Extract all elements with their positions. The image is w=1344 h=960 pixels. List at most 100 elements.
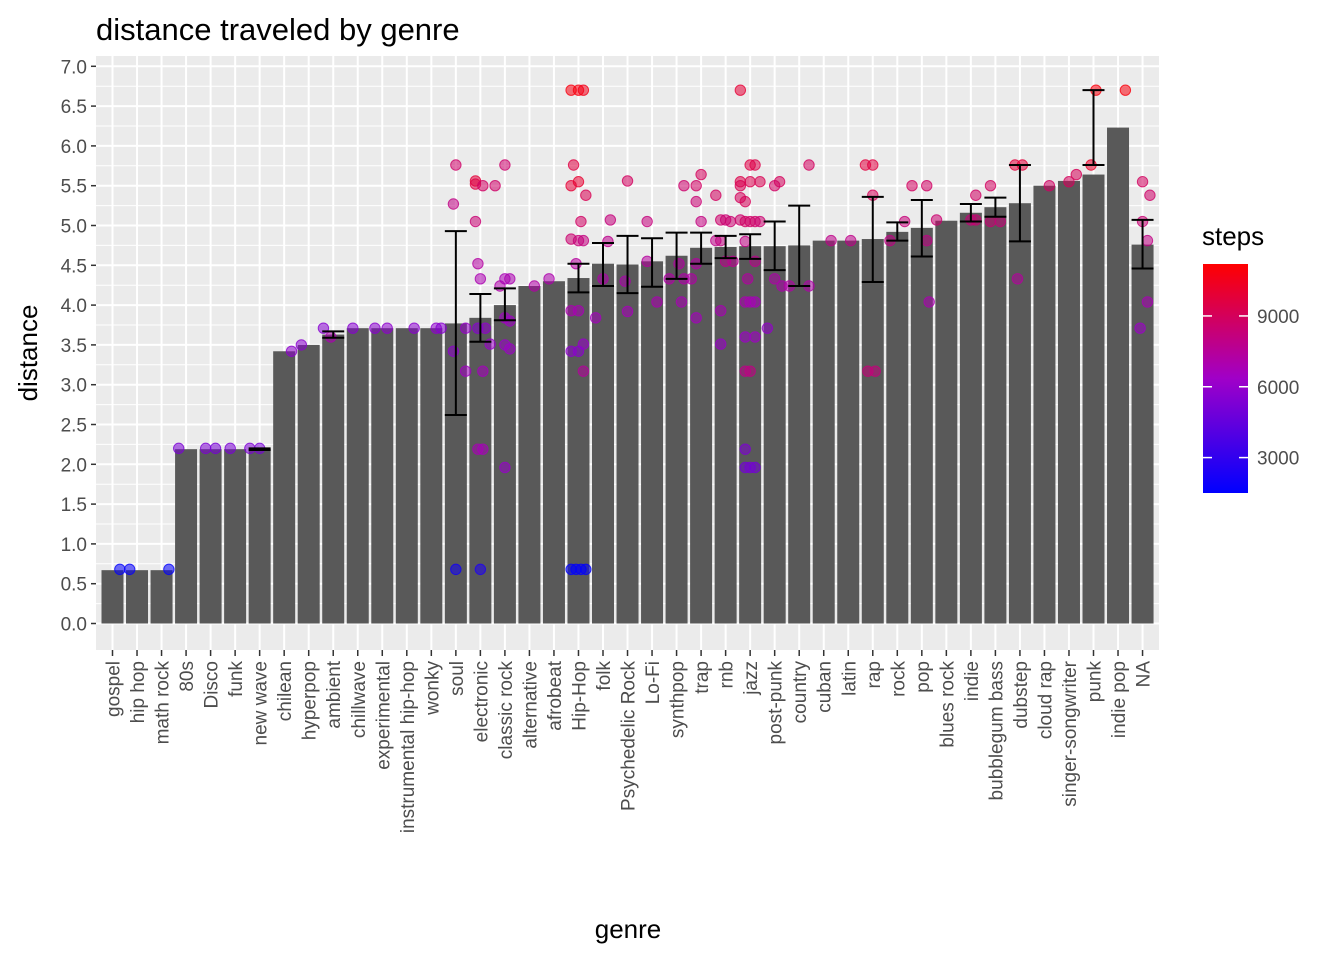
x-tick-label-funk: funk: [226, 661, 247, 697]
y-tick-label: 5.5: [61, 177, 87, 198]
point-singer-songwriter: [1070, 168, 1083, 181]
point-pop: [906, 180, 918, 192]
point-jazz: [739, 235, 751, 248]
errorbar-indie: [959, 203, 982, 223]
x-tick-label-chillwave: chillwave: [349, 661, 370, 738]
x-tick-label-singer-songwriter: singer-songwriter: [1060, 660, 1081, 806]
point-singer-songwriter: [1063, 176, 1075, 188]
point-hip-hop: [572, 176, 585, 188]
bar-chillwave: [346, 328, 369, 624]
x-tick-label-blues-rock: blues rock: [937, 661, 958, 748]
bar-rap: [861, 239, 884, 624]
point-rnb: [724, 215, 737, 228]
point-synthpop: [673, 258, 685, 270]
point-indie: [970, 189, 982, 201]
bar-singer-songwriter: [1057, 180, 1080, 624]
bar-funk: [224, 449, 247, 624]
point-hip-hop: [572, 345, 585, 357]
point-bubblegum-bass: [984, 180, 997, 192]
bar-punk: [1082, 174, 1105, 624]
point-electronic: [477, 443, 489, 455]
point-hip-hop: [123, 563, 136, 576]
errorbar-lo-fi: [641, 237, 664, 288]
point-80s: [173, 442, 185, 455]
y-tick-label: 2.0: [61, 455, 87, 476]
point-electronic: [479, 322, 491, 334]
point-math-rock: [163, 563, 175, 576]
errorbar-hip-hop: [567, 262, 590, 294]
point-jazz: [754, 215, 766, 228]
point-jazz: [744, 365, 756, 377]
x-axis: gospel hip hop math rock 80s Disco funk new wa…: [104, 650, 1155, 833]
x-tick-label-cuban: cuban: [815, 661, 836, 713]
point-cuban: [825, 234, 837, 247]
errorbar-na: [1131, 218, 1154, 270]
errorbar-pop: [910, 199, 933, 258]
point-pop: [921, 180, 933, 192]
errorbar-classic-rock: [493, 287, 516, 322]
x-tick-label-afrobeat: afrobeat: [545, 660, 566, 730]
point-experimental: [369, 322, 381, 334]
bar-blues-rock: [935, 220, 958, 624]
point-rnb: [715, 338, 727, 350]
point-indie-pop: [1119, 84, 1132, 96]
y-tick-label: 1.0: [61, 535, 87, 556]
legend-label: 3000: [1257, 449, 1299, 470]
point-jazz: [749, 331, 761, 343]
x-tick-label-rock: rock: [888, 661, 909, 697]
point-pop: [923, 296, 935, 308]
point-bubblegum-bass: [994, 215, 1007, 228]
bar-cloud-rap: [1033, 185, 1056, 624]
point-latin: [845, 234, 857, 247]
bar-hip-hop: [567, 278, 590, 624]
point-rap: [869, 365, 881, 377]
bar-na: [1131, 244, 1154, 624]
errorbar-psychedelic-rock: [616, 234, 639, 295]
errorbar-synthpop: [665, 231, 688, 280]
point-classic-rock: [504, 343, 516, 355]
bar-new-wave: [248, 449, 271, 624]
y-tick-label: 3.5: [61, 336, 87, 357]
bar-hip-hop: [126, 570, 149, 624]
point-jazz: [754, 176, 766, 188]
point-lo-fi: [641, 215, 653, 228]
point-indie: [970, 214, 982, 226]
point-post-punk: [768, 273, 781, 285]
x-tick-label-ambient: ambient: [324, 660, 345, 728]
point-rap: [867, 159, 879, 171]
point-jazz: [749, 159, 761, 171]
bar-indie-pop: [1107, 127, 1130, 624]
bar-rnb: [714, 246, 737, 624]
y-axis-title: distance: [13, 305, 43, 402]
x-tick-label-pop: pop: [913, 661, 934, 693]
x-tick-label-latin: latin: [839, 661, 860, 696]
y-tick-label: 4.0: [61, 296, 87, 317]
point-disco: [209, 442, 222, 455]
y-tick-label: 7.0: [61, 57, 87, 78]
errorbar-rnb: [714, 234, 737, 260]
y-tick-label: 5.0: [61, 217, 87, 238]
point-jazz: [744, 176, 756, 188]
point-jazz: [734, 84, 747, 96]
x-tick-label-experimental: experimental: [373, 661, 394, 770]
x-tick-label-classic-rock: classic rock: [496, 661, 517, 760]
errorbar-jazz: [739, 233, 762, 260]
point-electronic: [474, 273, 487, 285]
point-soul: [459, 322, 472, 334]
bar-synthpop: [665, 255, 688, 624]
point-hip-hop: [577, 234, 590, 247]
point-hip-hop: [575, 215, 587, 228]
point-hip-hop: [567, 159, 580, 171]
point-jazz: [739, 443, 751, 455]
x-tick-label-electronic: electronic: [471, 661, 492, 742]
x-tick-label-cloud-rap: cloud rap: [1035, 661, 1056, 739]
bar-soul: [444, 323, 467, 624]
legend-label: 9000: [1257, 307, 1299, 328]
legend-label: 6000: [1257, 378, 1299, 399]
point-soul: [447, 345, 460, 357]
x-tick-label-indie: indie: [962, 661, 983, 701]
point-jazz: [749, 255, 761, 268]
point-folk: [589, 312, 602, 324]
point-jazz: [734, 180, 747, 192]
